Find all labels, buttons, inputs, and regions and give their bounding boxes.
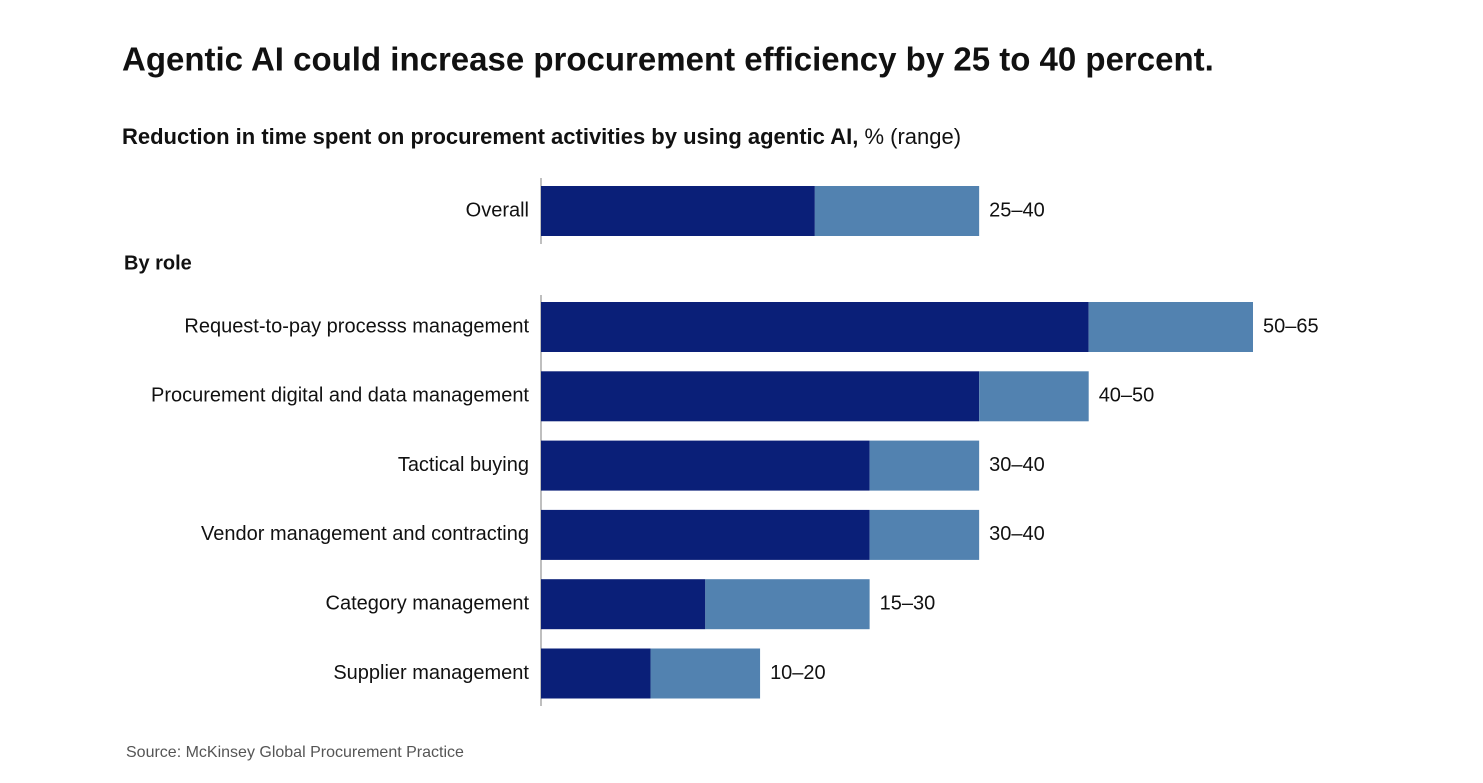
bar-low [541,579,706,630]
bar-range [1088,302,1253,352]
source: Source: McKinsey Global Procurement Prac… [126,744,464,761]
bar-low [541,509,870,560]
bar-range [650,648,761,699]
category-label: Vendor management and contracting [201,523,529,545]
value-label: 40–50 [1099,385,1155,407]
category-label: Tactical buying [398,454,529,476]
value-label: 10–20 [770,662,826,684]
bar-low [541,440,870,491]
chart-title: Agentic AI could increase procurement ef… [122,41,1214,78]
bar-range [814,186,980,236]
category-label: Procurement digital and data management [151,385,529,407]
category-label: Category management [326,592,530,614]
value-label: 50–65 [1263,315,1319,337]
bar-range [869,509,980,560]
category-label: Request-to-pay processs management [184,315,529,337]
value-label: 30–40 [989,454,1045,476]
section-label: By role [124,252,192,274]
category-label: Overall [466,199,529,221]
bar-low [541,186,815,236]
value-label: 25–40 [989,199,1045,221]
bar-range [705,579,870,630]
subtitle-unit: % (range) [864,124,961,149]
value-label: 15–30 [880,592,936,614]
bar-low [541,371,980,422]
bar-low [541,302,1089,352]
value-label: 30–40 [989,523,1045,545]
subtitle-text: Reduction in time spent on procurement a… [122,124,858,149]
category-label: Supplier management [333,662,529,684]
bar-range [869,440,980,491]
chart-subtitle: Reduction in time spent on procurement a… [122,124,961,149]
bar-low [541,648,651,699]
bar-range [979,371,1089,422]
